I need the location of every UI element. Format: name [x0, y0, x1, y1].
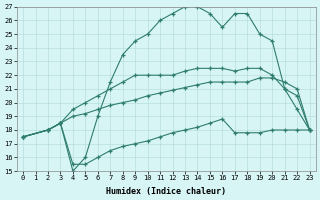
X-axis label: Humidex (Indice chaleur): Humidex (Indice chaleur) [106, 187, 226, 196]
